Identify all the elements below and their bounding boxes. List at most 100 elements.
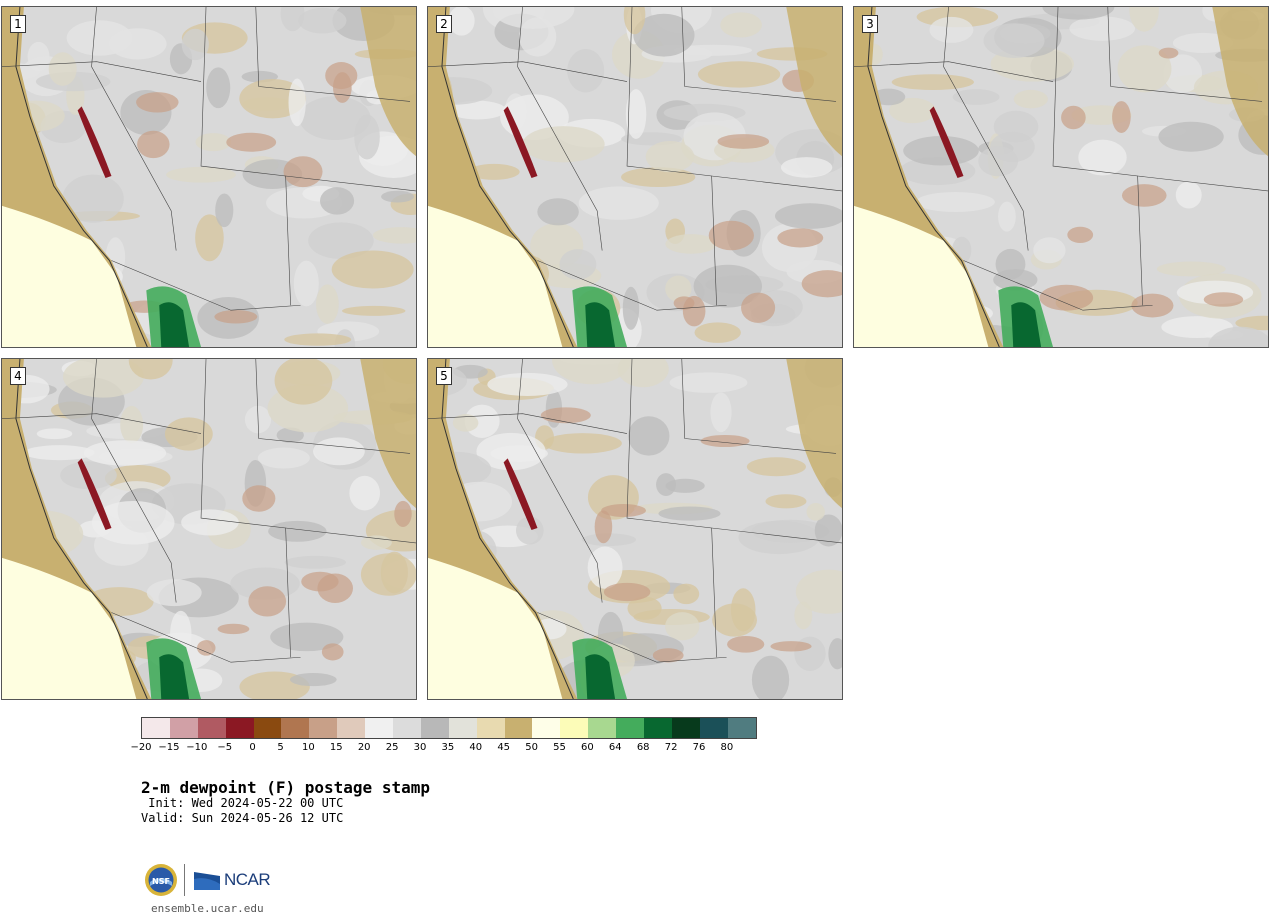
panel-number: 4 (10, 367, 26, 385)
footer-url[interactable]: ensemble.ucar.edu (151, 902, 264, 915)
state-border (681, 7, 837, 102)
colorbar-tick-label: 45 (497, 742, 511, 753)
ocean-moist-area (2, 557, 137, 699)
field-blob (990, 131, 1035, 163)
colorbar-swatch (169, 718, 198, 738)
dry-patch (325, 62, 358, 90)
dry-patch (226, 132, 277, 152)
colorbar-tick-label: 25 (385, 742, 399, 753)
stamp-panel-5: 5 (427, 358, 843, 700)
field-blob (929, 16, 974, 43)
field-blob (1013, 89, 1048, 109)
dry-patch (1067, 226, 1094, 243)
coastline (441, 359, 574, 699)
colorbar-tick-label: 55 (553, 742, 566, 753)
field-blob (1033, 237, 1066, 264)
state-border (517, 7, 603, 251)
state-border (428, 413, 628, 434)
nsf-logo-icon: NSF (145, 864, 177, 896)
colorbar-swatch (644, 718, 672, 738)
field-blob (48, 52, 77, 86)
field-blob (806, 503, 825, 521)
valid-time: Valid: Sun 2024-05-26 12 UTC (141, 811, 344, 825)
field-blob (751, 655, 790, 699)
gulf-moisture-core (1011, 302, 1042, 347)
dry-patch (197, 640, 216, 656)
gulf-moisture-core (159, 302, 190, 347)
dry-patch (700, 434, 750, 448)
field-blob (559, 249, 597, 280)
ocean-moist-area (428, 205, 563, 347)
state-border (91, 7, 177, 251)
colorbar-swatch (253, 718, 282, 738)
field-blob (543, 433, 622, 454)
state-border (200, 7, 291, 306)
colorbar-swatch (309, 718, 338, 738)
colorbar-tick-label: 80 (720, 742, 734, 753)
field-blob (476, 432, 546, 471)
init-time: Init: Wed 2024-05-22 00 UTC (141, 796, 344, 810)
plains-moisture (786, 7, 842, 157)
colorbar-tick-label: −15 (158, 742, 180, 753)
colorbar-swatch (365, 718, 394, 738)
field-blob (587, 546, 623, 589)
field-blob (36, 428, 73, 440)
colorbar-tick-label: 60 (581, 742, 594, 753)
plains-moisture (360, 7, 416, 157)
dry-patch (652, 648, 684, 663)
sierra-dry-streak (503, 106, 538, 178)
dewpoint-map (428, 7, 842, 347)
colorbar-tick-label: 68 (636, 742, 650, 753)
colorbar-tick-label: −10 (186, 742, 208, 753)
field-blob (578, 186, 659, 220)
field-blob (1117, 45, 1172, 93)
colorbar-swatch (532, 718, 561, 738)
field-blob (889, 97, 936, 124)
field-blob (623, 7, 646, 35)
field-blob (206, 67, 231, 109)
dewpoint-map (2, 359, 416, 699)
dry-patch (601, 504, 646, 517)
field-blob (360, 535, 392, 550)
sierra-dry-streak (503, 458, 538, 530)
field-blob (331, 250, 414, 289)
field-blob (108, 28, 167, 60)
field-blob (257, 447, 310, 469)
dewpoint-map (2, 7, 416, 347)
dry-patch (708, 220, 754, 251)
stamp-panel-2: 2 (427, 6, 843, 348)
field-blob (166, 166, 236, 183)
field-blob (628, 416, 670, 456)
field-blob (765, 494, 807, 509)
field-blob (230, 567, 300, 600)
state-border (428, 61, 628, 82)
field-blob (354, 114, 380, 160)
nsf-badge-text: NSF (152, 877, 170, 886)
dry-patch (717, 134, 770, 149)
field-blob (828, 638, 842, 670)
colorbar-tick-label: 0 (249, 742, 256, 753)
field-blob (581, 533, 636, 546)
panel-number: 2 (436, 15, 452, 33)
field-blob (665, 478, 705, 493)
dry-patch (594, 510, 613, 544)
colorbar-tick-label: −20 (130, 742, 152, 753)
field-blob (915, 191, 995, 213)
dry-patch (217, 623, 250, 635)
field-blob (83, 440, 167, 466)
dry-patch (1158, 47, 1179, 59)
gulf-moisture-core (585, 302, 616, 347)
field-blob (146, 579, 202, 607)
state-border (1137, 175, 1268, 192)
colorbar (141, 717, 757, 739)
dry-patch (801, 270, 842, 298)
ncar-wordmark: NCAR (224, 870, 271, 889)
state-border (200, 359, 291, 658)
coastline (441, 7, 574, 347)
field-blob (298, 7, 347, 34)
field-blob (694, 322, 741, 343)
state-border (111, 260, 301, 311)
colorbar-swatch (281, 718, 310, 738)
field-blob (120, 405, 144, 444)
field-blob (1042, 7, 1115, 20)
